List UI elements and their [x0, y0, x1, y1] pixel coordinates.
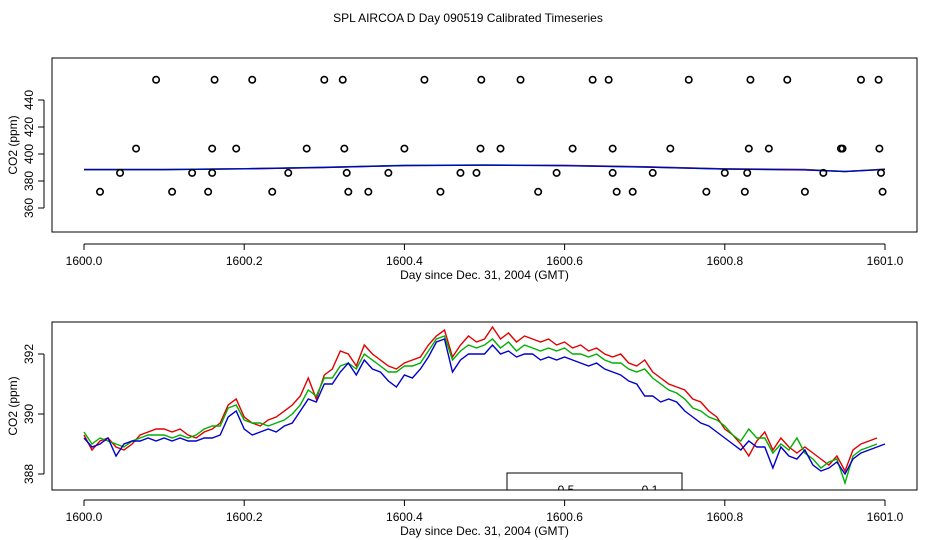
reference-point — [568, 144, 577, 153]
x-tick-label: 1600.4 — [386, 510, 423, 524]
y-tick-label: 420 — [22, 117, 36, 137]
y-axis-label: CO2 (ppm) — [6, 376, 20, 435]
x-tick-label: 1600.0 — [66, 510, 103, 524]
legend-box — [506, 472, 683, 491]
reference-point — [744, 144, 753, 153]
reference-point — [477, 75, 486, 84]
reference-point — [819, 168, 828, 177]
reference-point — [208, 168, 217, 177]
reference-point — [168, 187, 177, 196]
reference-point — [746, 75, 755, 84]
x-axis-label: Day since Dec. 31, 2004 (GMT) — [400, 524, 569, 538]
series-line-red — [83, 164, 886, 173]
reference-point — [420, 75, 429, 84]
series-line-blue — [84, 164, 886, 173]
reference-point — [364, 187, 373, 196]
reference-point — [608, 144, 617, 153]
x-tick-label: 1600.2 — [226, 510, 263, 524]
reference-point — [342, 168, 351, 177]
reference-point — [456, 168, 465, 177]
x-tick-label: 1600.8 — [706, 254, 743, 268]
chart-title: SPL AIRCOA D Day 090519 Calibrated Times… — [333, 11, 603, 25]
reference-point — [208, 144, 217, 153]
reference-point — [204, 187, 213, 196]
reference-point — [612, 187, 621, 196]
reference-point — [608, 168, 617, 177]
x-tick-label: 1600.6 — [546, 254, 583, 268]
y-axis-label: CO2 (ppm) — [6, 115, 20, 174]
reference-point — [436, 187, 445, 196]
x-tick-label: 1601.0 — [867, 254, 904, 268]
reference-point — [340, 144, 349, 153]
reference-point — [800, 187, 809, 196]
reference-point — [116, 168, 125, 177]
reference-point — [248, 75, 257, 84]
reference-point — [666, 144, 675, 153]
reference-point — [534, 187, 543, 196]
y-tick-label: 380 — [22, 171, 36, 191]
reference-point — [740, 187, 749, 196]
reference-point — [720, 168, 729, 177]
reference-point — [628, 187, 637, 196]
reference-point — [552, 168, 561, 177]
legend-label: 0.5 — [558, 483, 575, 497]
plot-frame — [51, 321, 918, 491]
reference-point — [268, 187, 277, 196]
reference-point — [516, 75, 525, 84]
plot-frame — [51, 57, 918, 233]
reference-point — [188, 168, 197, 177]
reference-point — [838, 144, 847, 153]
reference-point — [152, 75, 161, 84]
y-tick-label: 400 — [22, 144, 36, 164]
reference-point — [284, 168, 293, 177]
reference-point — [878, 187, 887, 196]
reference-point — [875, 144, 884, 153]
reference-point — [783, 75, 792, 84]
x-tick-label: 1600.2 — [226, 254, 263, 268]
x-tick-label: 1600.0 — [66, 254, 103, 268]
y-tick-label: 360 — [22, 198, 36, 218]
y-tick-label: 392 — [22, 344, 36, 364]
reference-point — [338, 75, 347, 84]
reference-point — [496, 144, 505, 153]
reference-point — [743, 168, 752, 177]
reference-point — [874, 75, 883, 84]
reference-point — [648, 168, 657, 177]
series-line-red — [83, 325, 878, 473]
series-line-green — [83, 335, 878, 486]
x-tick-label: 1600.4 — [386, 254, 423, 268]
reference-point — [588, 75, 597, 84]
x-tick-label: 1600.6 — [546, 510, 583, 524]
x-tick-label: 1600.8 — [706, 510, 743, 524]
reference-point — [384, 168, 393, 177]
reference-point — [344, 187, 353, 196]
legend-label: 0.1 — [642, 483, 659, 497]
reference-point — [400, 144, 409, 153]
reference-point — [476, 144, 485, 153]
reference-point — [702, 187, 711, 196]
reference-point — [472, 168, 481, 177]
x-axis-label: Day since Dec. 31, 2004 (GMT) — [400, 268, 569, 282]
reference-point — [96, 187, 105, 196]
reference-point — [856, 75, 865, 84]
y-tick-label: 440 — [22, 90, 36, 110]
reference-point — [604, 75, 613, 84]
top-panel: 1600.0 1600.2 1600.4 1600.6 1600.8 1601.0 Day … — [6, 57, 918, 282]
reference-point — [232, 144, 241, 153]
reference-point — [302, 144, 311, 153]
bottom-panel: 1600.0 1600.2 1600.4 1600.6 1600.8 1601.0 Day … — [6, 321, 918, 538]
reference-point — [764, 144, 773, 153]
reference-point — [132, 144, 141, 153]
reference-point — [684, 75, 693, 84]
reference-point — [210, 75, 219, 84]
y-tick-label: 388 — [22, 464, 36, 484]
reference-point — [876, 168, 885, 177]
series-line-blue — [83, 338, 886, 476]
reference-point — [320, 75, 329, 84]
y-tick-label: 390 — [22, 404, 36, 424]
x-tick-label: 1601.0 — [867, 510, 904, 524]
